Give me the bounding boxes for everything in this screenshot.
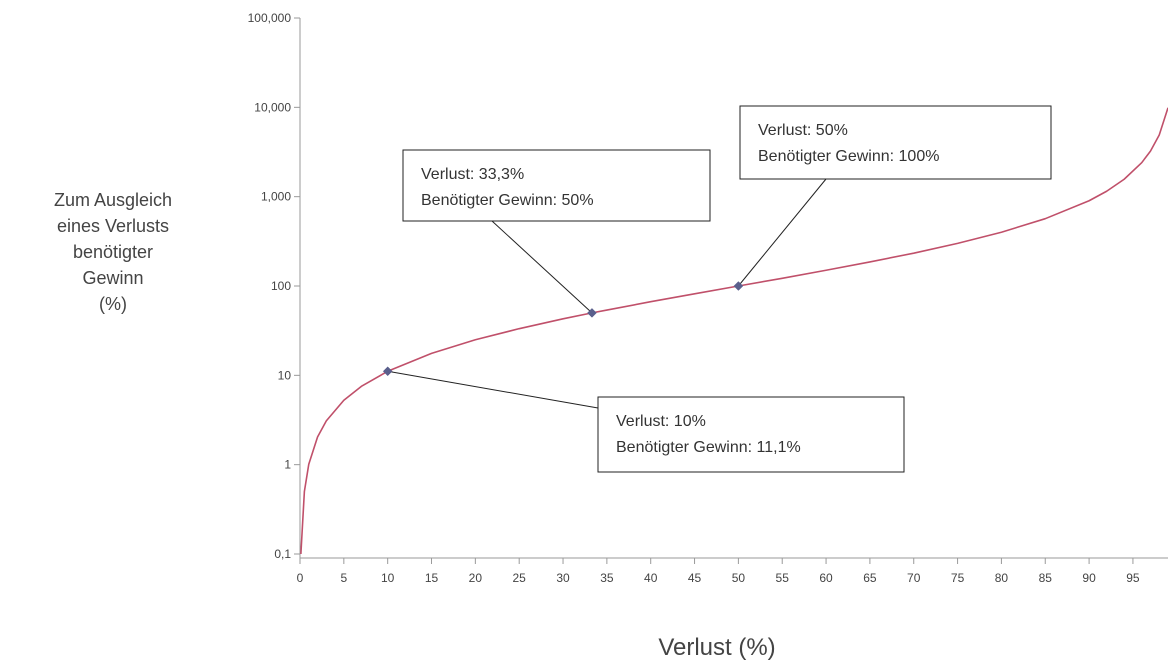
data-point-marker xyxy=(382,366,393,377)
callout-leader-lines xyxy=(387,178,827,409)
series-line xyxy=(300,107,1168,555)
x-tick-label: 10 xyxy=(381,571,395,585)
y-tick-label: 1 xyxy=(284,458,291,472)
callouts-layer: Verlust: 10%Benötigter Gewinn: 11,1%Verl… xyxy=(402,105,1052,473)
axis-labels: Verlust (%) Zum Ausgleich eines Verlusts b… xyxy=(54,190,776,661)
callout-box-frame xyxy=(402,149,711,222)
x-tick-label: 60 xyxy=(819,571,833,585)
x-axis-label: Verlust (%) xyxy=(658,634,775,661)
x-tick-label: 90 xyxy=(1082,571,1096,585)
callout-box: Verlust: 33,3% Benötigter Gewinn: 50% xyxy=(402,149,711,222)
callout-box-frame xyxy=(597,396,905,473)
axes: 0,1 1 10 100 1,000 10,000 100,000 0 5 10 15 20 25 30 3… xyxy=(248,11,1168,585)
y-tick-label: 10,000 xyxy=(254,100,291,114)
x-tick-label: 0 xyxy=(297,571,304,585)
y-axis-label-line: benötigter xyxy=(73,242,153,262)
y-axis-label-line: Gewinn xyxy=(82,268,143,288)
x-tick-label: 15 xyxy=(425,571,439,585)
x-tick-label: 75 xyxy=(951,571,965,585)
callout-text-gain: Benötigter Gewinn: 50% xyxy=(421,192,594,209)
data-point-marker xyxy=(587,308,597,318)
callout-box: Verlust: 10% Benötigter Gewinn: 11,1% xyxy=(597,396,905,473)
callout-text-loss: Verlust: 33,3% xyxy=(421,166,524,183)
y-axis-label-line: Zum Ausgleich xyxy=(54,190,172,210)
x-tick-label: 20 xyxy=(469,571,483,585)
x-tick-label: 85 xyxy=(1039,571,1053,585)
y-axis-label: Zum Ausgleich eines Verlusts benötigter Gew… xyxy=(54,190,172,314)
callout-leader-line xyxy=(491,220,593,314)
callout-leader-line xyxy=(387,370,599,409)
callout-box-frame xyxy=(739,105,1052,180)
y-tick-label: 0,1 xyxy=(274,547,291,561)
y-tick-label: 100,000 xyxy=(248,11,292,25)
x-tick-label: 30 xyxy=(556,571,570,585)
x-tick-label: 45 xyxy=(688,571,702,585)
x-tick-label: 65 xyxy=(863,571,877,585)
x-tick-label: 40 xyxy=(644,571,658,585)
callout-text-gain: Benötigter Gewinn: 100% xyxy=(758,148,939,165)
y-tick-label: 100 xyxy=(271,279,291,293)
x-tick-label: 50 xyxy=(732,571,746,585)
x-tick-label: 55 xyxy=(776,571,790,585)
x-tick-label: 35 xyxy=(600,571,614,585)
x-tick-label: 70 xyxy=(907,571,921,585)
data-point-marker xyxy=(733,281,744,291)
y-axis-label-line: (%) xyxy=(99,294,127,314)
markers-layer xyxy=(382,281,744,377)
callout-text-gain: Benötigter Gewinn: 11,1% xyxy=(616,439,801,456)
series-layer xyxy=(300,107,1168,555)
callout-leader-line xyxy=(737,178,827,287)
x-tick-label: 5 xyxy=(340,571,347,585)
callout-text-loss: Verlust: 10% xyxy=(616,413,706,430)
y-axis-label-line: eines Verlusts xyxy=(57,216,169,236)
y-tick-label: 1,000 xyxy=(261,190,291,204)
y-tick-label: 10 xyxy=(278,368,292,382)
x-tick-label: 95 xyxy=(1126,571,1140,585)
x-tick-label: 80 xyxy=(995,571,1009,585)
callout-text-loss: Verlust: 50% xyxy=(758,122,848,139)
callout-box: Verlust: 50% Benötigter Gewinn: 100% xyxy=(739,105,1052,180)
x-tick-label: 25 xyxy=(513,571,527,585)
